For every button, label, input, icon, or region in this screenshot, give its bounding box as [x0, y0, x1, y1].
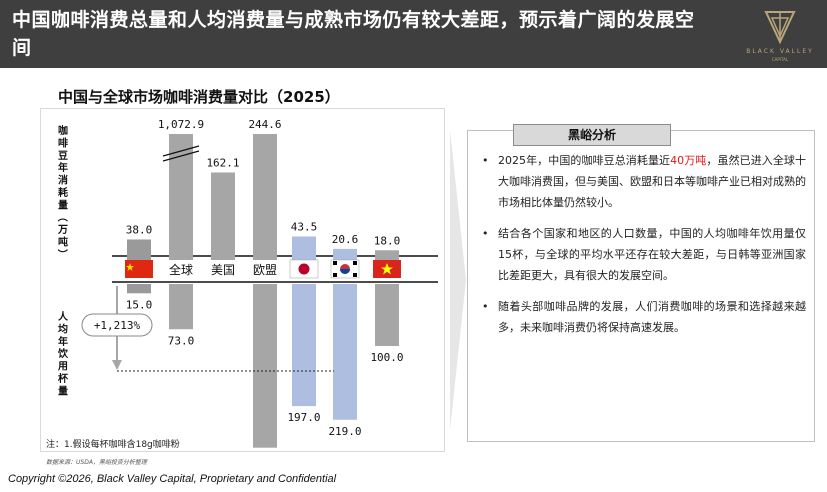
bar-value-label: 1,072.9 [158, 118, 204, 131]
bar-value-label: 162.1 [206, 156, 239, 169]
flag-trigram-icon [333, 273, 337, 277]
growth-annotation-label: +1,213% [94, 319, 141, 332]
analysis-item: 2025年，中国的咖啡豆总消耗量近40万吨，虽然已进入全球十大咖啡消费国，但与美… [480, 150, 806, 213]
y-axis-label-bottom: 饮 [57, 347, 69, 360]
axis-break-mark [162, 145, 200, 157]
bar-value-label: 100.0 [370, 351, 403, 364]
y-axis-label-bottom: 年 [58, 335, 68, 348]
consumption-chart: 38.0 1,072.9 162.1 244.6 43.5 20.6 18.0 15.0 73.… [56, 118, 438, 453]
bar-cups [292, 284, 316, 407]
y-axis-label-top: （ [56, 212, 69, 222]
bar-consumption [333, 248, 357, 260]
bar-value-label: 244.6 [248, 118, 281, 131]
analysis-list: 2025年，中国的咖啡豆总消耗量近40万吨，虽然已进入全球十大咖啡消费国，但与美… [480, 150, 806, 348]
header-bar: 中国咖啡消费总量和人均消费量与成熟市场仍有较大差距，预示着广阔的发展空间 BLA… [0, 0, 827, 68]
arrow-down-icon [112, 360, 122, 370]
logo-text: BLACK VALLEY [746, 48, 814, 55]
bar-consumption [292, 236, 316, 260]
black-valley-logo: BLACK VALLEY CAPITAL [742, 6, 818, 64]
bar-consumption [375, 250, 399, 260]
bar-value-label: 38.0 [126, 223, 153, 236]
analysis-text: ，虽然已进入全球十大咖啡消费国，但与美国、欧盟和日本等咖啡产业已相对成熟的市场相… [498, 154, 807, 209]
highlight-value: 40万吨 [670, 154, 707, 167]
analysis-item: 结合各个国家和地区的人口数量，中国的人均咖啡年饮用量仅15杯，与全球的平均水平还… [480, 223, 806, 286]
bar-value-label: 15.0 [126, 298, 153, 311]
chart-frame [40, 108, 445, 452]
bar-consumption [169, 134, 193, 260]
y-axis-label-top: 吨 [58, 236, 68, 249]
bar-value-label: 43.5 [291, 221, 318, 234]
category-label: 全球 [169, 262, 193, 277]
analysis-item: 随着头部咖啡品牌的发展，人们消费咖啡的场景和选择越来越多，未来咖啡消费仍将保持高… [480, 296, 806, 338]
y-axis-label-top: 消 [58, 174, 68, 187]
logo-subtext: CAPITAL [771, 57, 789, 62]
y-axis-label-bottom: 均 [58, 322, 68, 335]
y-axis-label-bottom: 用 [57, 361, 68, 373]
bar-cups [127, 284, 151, 294]
growth-callout [81, 313, 153, 337]
y-axis-label-bottom: 量 [58, 384, 68, 397]
y-axis-label-bottom: 杯 [58, 372, 69, 385]
y-axis-label-top: 啡 [58, 136, 68, 149]
flag-trigram-icon [353, 273, 357, 277]
bar-value-label: 73.0 [168, 334, 195, 347]
y-axis-label-top: 量 [58, 198, 68, 211]
y-axis-label-top: 咖 [58, 124, 68, 137]
category-label: 欧盟 [253, 263, 277, 277]
bar-cups [375, 284, 399, 346]
flag-trigram-icon [353, 261, 357, 265]
china-flag-icon [125, 260, 153, 278]
bar-consumption [127, 239, 151, 260]
bar-value-label: 18.0 [374, 234, 401, 247]
flag-trigram-icon [333, 261, 337, 265]
y-axis-label-top: 年 [58, 161, 68, 174]
y-axis-label-bottom: 人 [58, 310, 69, 323]
bar-value-label: 20.6 [332, 233, 359, 246]
chart-title: 中国与全球市场咖啡消费量对比（2025） [58, 88, 340, 106]
panel-title: 黑峪分析 [513, 124, 671, 146]
flag-disc-icon [298, 263, 310, 275]
bar-value-label: 197.0 [287, 411, 320, 424]
bar-cups [169, 284, 193, 330]
flag-star-icon [381, 263, 393, 275]
bar-cups [253, 284, 277, 448]
footnote: 注：1.假设每杯咖啡含18g咖啡粉 [46, 440, 180, 450]
analysis-text: 2025年，中国的咖啡豆总消耗量近 [498, 154, 671, 167]
bar-consumption [253, 134, 277, 260]
page-title: 中国咖啡消费总量和人均消费量与成熟市场仍有较大差距，预示着广阔的发展空间 [12, 9, 695, 59]
y-axis-label-top: ） [56, 249, 69, 259]
flag-taegeuk-icon [340, 269, 350, 274]
y-axis-label-top: 豆 [58, 150, 68, 162]
data-source: 数据来源：USDA，黑峪投资分析整理 [46, 459, 147, 466]
y-axis-label-top: 耗 [58, 186, 68, 199]
axis-break-mark [162, 150, 200, 162]
logo-emblem-icon [764, 11, 796, 45]
flag-star-icon [126, 263, 134, 271]
bar-cups [333, 284, 357, 420]
category-label: 美国 [211, 263, 235, 277]
copyright: Copyright ©2026, Black Valley Capital, P… [8, 473, 337, 485]
bar-value-label: 219.0 [328, 425, 361, 438]
bar-consumption [211, 172, 235, 260]
chevron-right-icon [450, 130, 466, 430]
y-axis-label-top: 万 [57, 224, 68, 236]
